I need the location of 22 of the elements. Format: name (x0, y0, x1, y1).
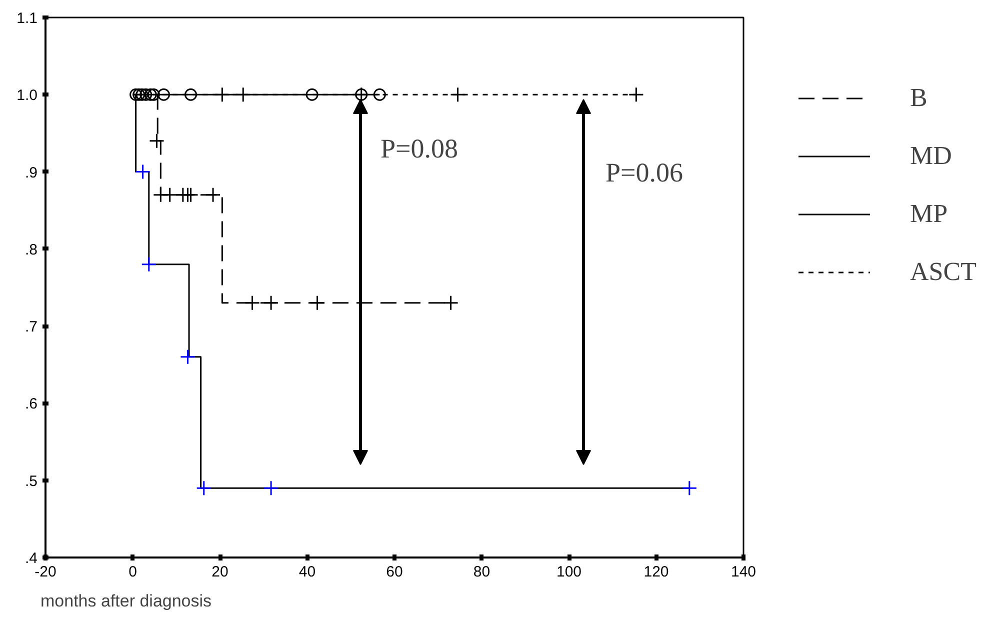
x-axis-title: months after diagnosis (40, 592, 212, 610)
y-tick-label: .8 (24, 241, 38, 258)
x-tick-label: 140 (730, 564, 756, 580)
legend-label: B (910, 83, 928, 113)
y-tick-label: .5 (24, 472, 38, 490)
annotation: P=0.08 (380, 134, 458, 164)
legend-label: MD (910, 141, 952, 171)
y-tick-label: .6 (24, 396, 38, 413)
x-tick-label: 120 (644, 564, 669, 580)
y-tick-label: 1.0 (16, 87, 38, 104)
x-tick-label: 100 (556, 564, 582, 580)
x-tick-label: 20 (212, 564, 228, 580)
x-tick-label: 60 (386, 564, 403, 580)
y-tick-label: 1.1 (16, 10, 38, 27)
y-tick-label: .7 (24, 318, 38, 336)
x-tick-label: 40 (298, 564, 316, 580)
annotation: P=0.06 (606, 158, 683, 188)
legend-label: MP (910, 199, 948, 229)
y-tick-label: .9 (24, 164, 38, 182)
legend-label: ASCT (910, 257, 976, 287)
x-tick-label: 0 (128, 564, 137, 580)
x-tick-label: 80 (473, 564, 490, 580)
